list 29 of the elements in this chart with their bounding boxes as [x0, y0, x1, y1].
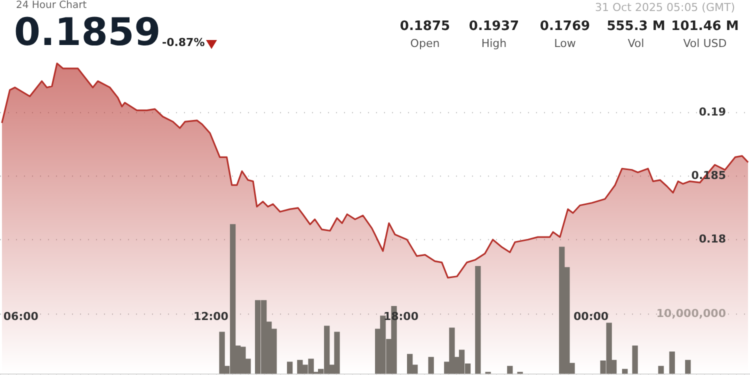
- bar: [685, 360, 691, 374]
- annotation: Open: [410, 37, 440, 50]
- annotation: 0.1875: [400, 19, 450, 34]
- y2-tick-label: 10,000,000: [656, 307, 726, 320]
- bar: [658, 366, 664, 374]
- bar: [622, 368, 628, 374]
- y-tick-label: 0.18: [698, 232, 726, 246]
- bar: [507, 366, 513, 374]
- bar: [428, 356, 434, 374]
- bar: [632, 346, 638, 374]
- bar: [475, 266, 481, 374]
- annotation: High: [481, 37, 507, 50]
- bar: [286, 362, 293, 374]
- annotation: Vol: [628, 37, 644, 50]
- annotation: 31 Oct 2025 05:05 (GMT): [594, 1, 735, 14]
- x-tick-label: 06:00: [3, 310, 39, 323]
- annotation: -0.87%: [162, 36, 205, 50]
- annotation: Vol USD: [682, 37, 728, 50]
- annotation: 0.1937: [468, 19, 520, 34]
- y-tick-label: 0.19: [698, 106, 726, 119]
- annotation: 0.1769: [540, 19, 590, 34]
- chart-title: 24 Hour Chart: [16, 0, 87, 11]
- x-tick-label: 12:00: [193, 310, 229, 323]
- x-tick-label: 00:00: [573, 310, 609, 323]
- annotation: 101.46 M: [671, 19, 739, 34]
- annotation: 555.3 M: [606, 19, 666, 34]
- annotation: Low: [553, 37, 577, 50]
- bar: [669, 352, 675, 374]
- annotation: 0.1859: [14, 10, 161, 54]
